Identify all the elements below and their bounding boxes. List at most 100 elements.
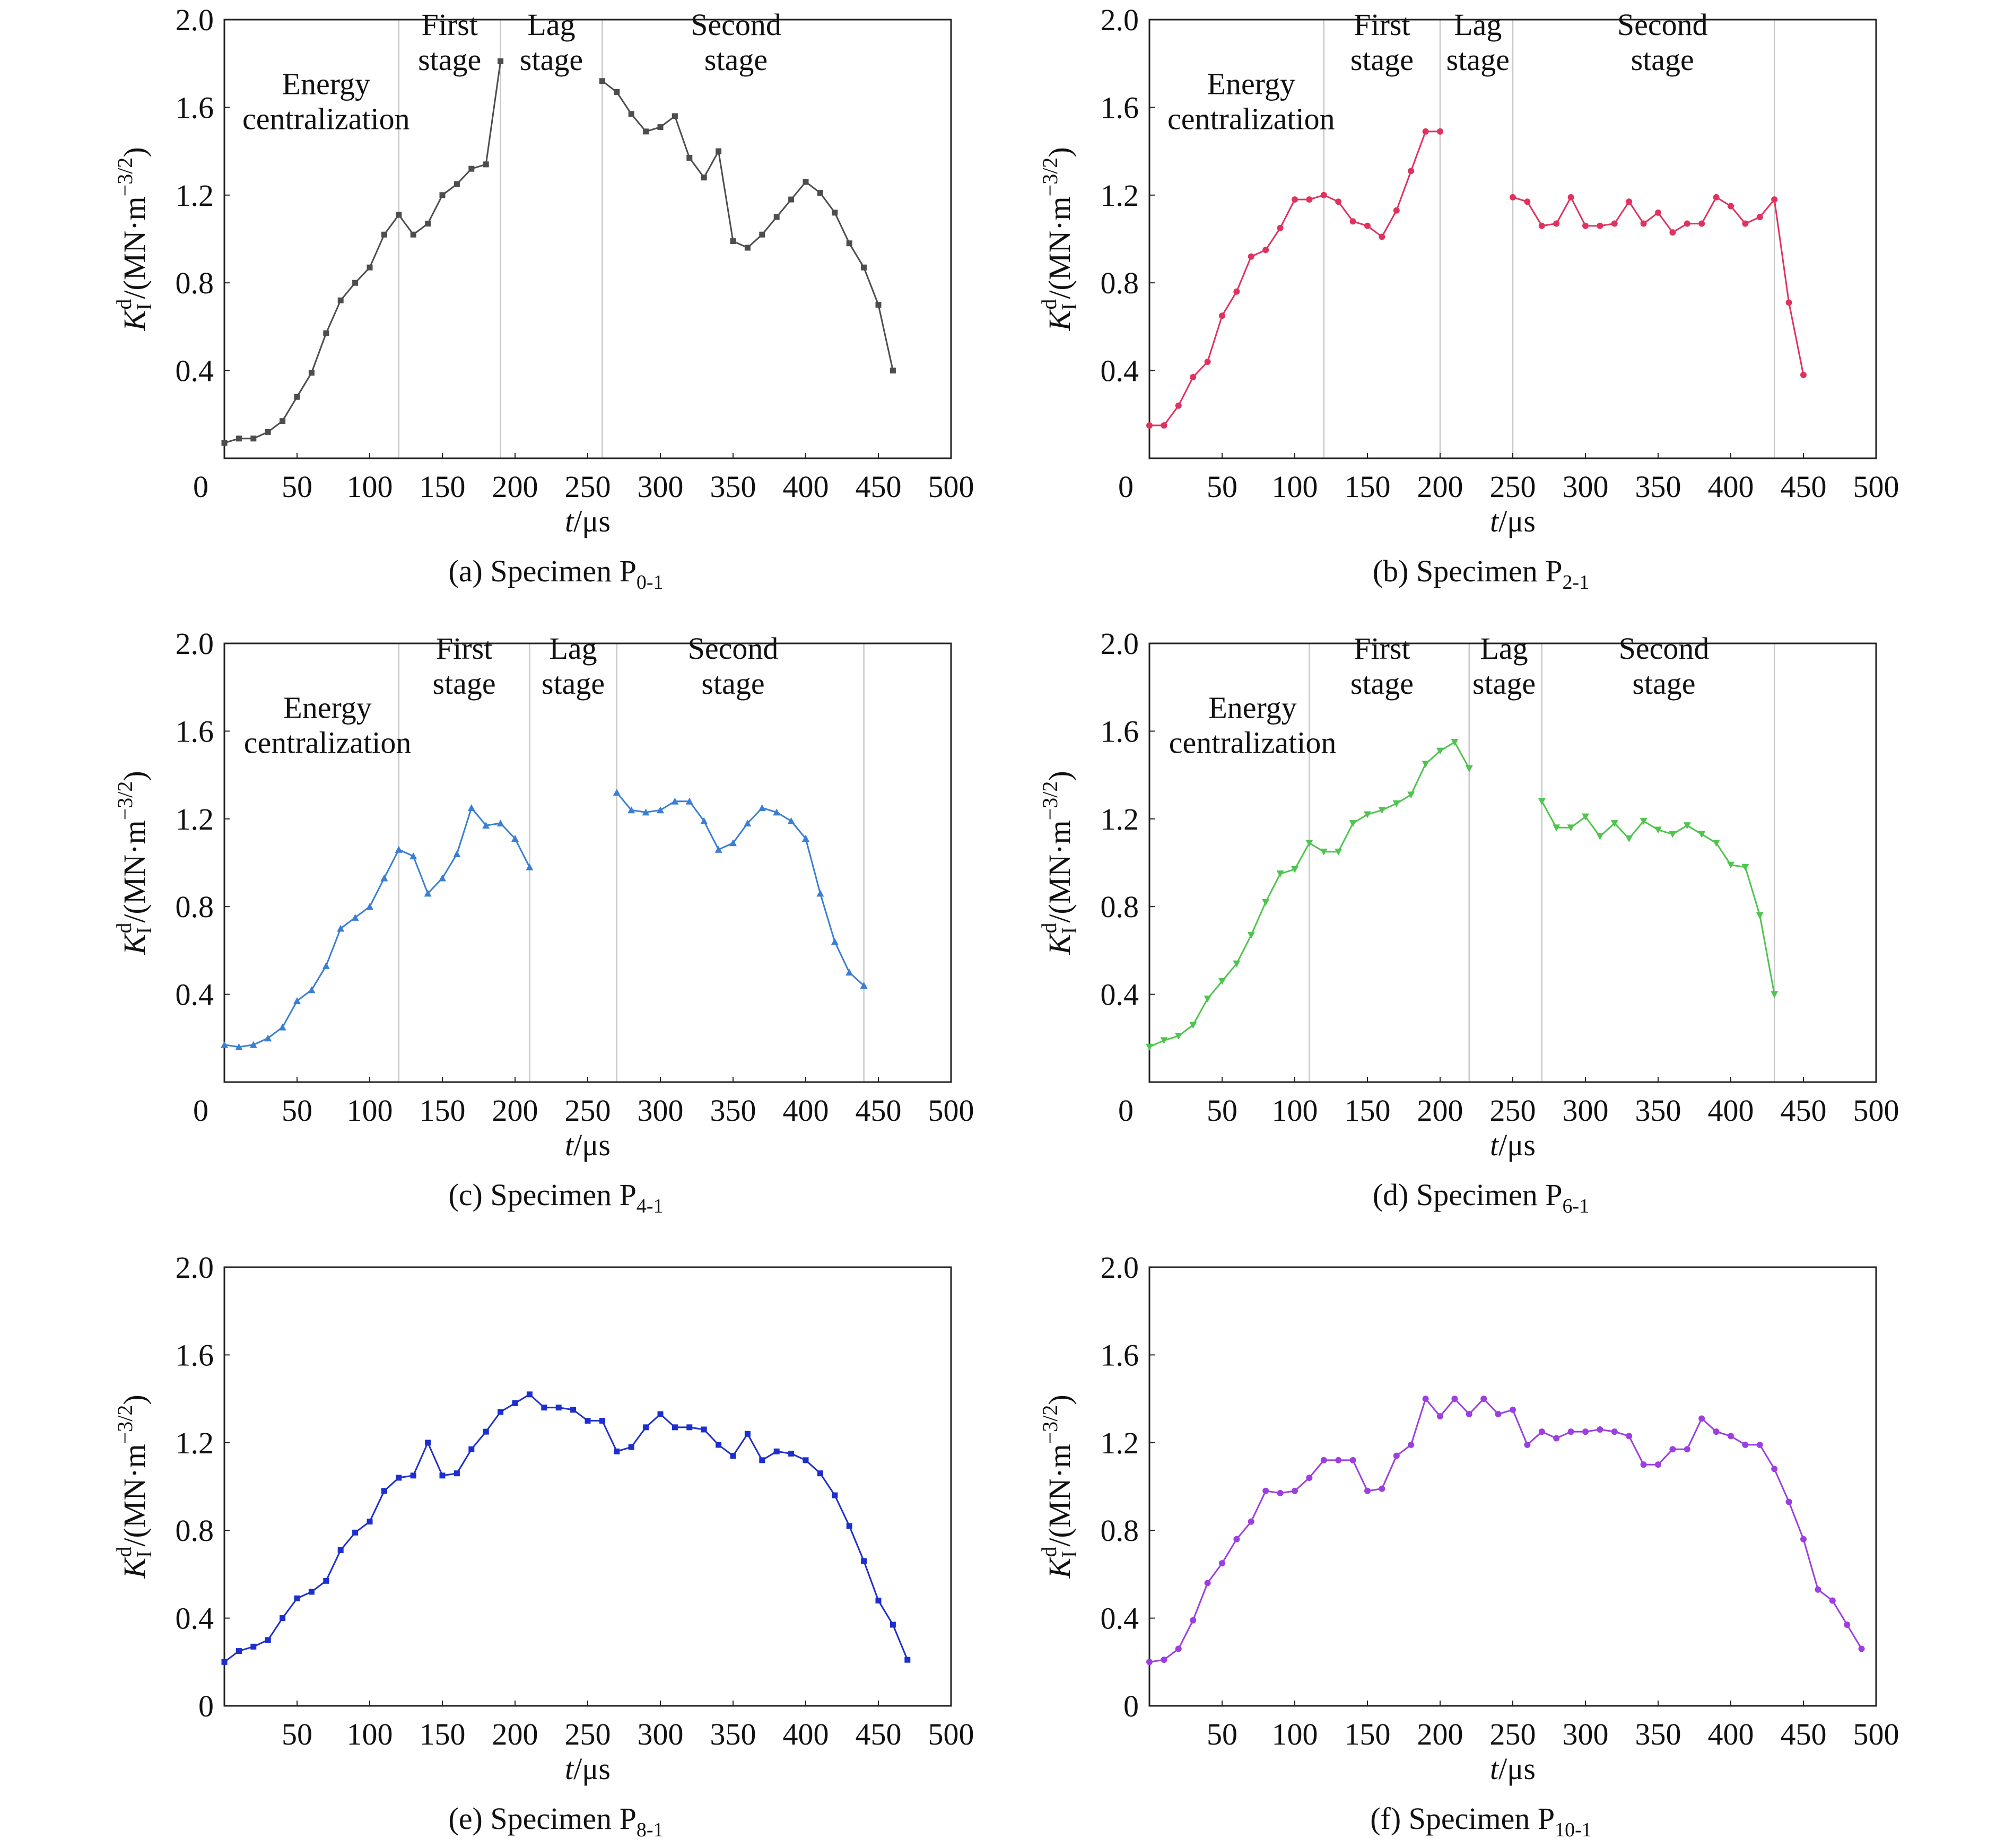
x-tick-label: 350: [710, 1093, 756, 1128]
data-point: [467, 804, 475, 812]
x-axis-title: t/μs: [1490, 1751, 1536, 1786]
data-point: [642, 808, 650, 816]
data-point: [1349, 1457, 1356, 1463]
data-point: [221, 440, 228, 446]
y-axis-title-unit: /(MN·m: [1042, 820, 1077, 922]
data-point: [308, 986, 316, 993]
data-point: [410, 1472, 416, 1479]
stage-label-line: centralization: [242, 102, 410, 136]
data-point: [410, 231, 416, 238]
data-point: [1204, 995, 1211, 1003]
stage-label-line: stage: [418, 42, 481, 77]
data-point: [1233, 1536, 1240, 1542]
y-axis-title-exp: −3/2: [113, 158, 137, 197]
data-point: [599, 78, 605, 84]
y-axis-title-var: K: [117, 1556, 152, 1579]
data-point: [1262, 1487, 1269, 1494]
x-tick-label: 50: [282, 1093, 312, 1128]
x-axis-title-unit: /μs: [573, 1751, 611, 1786]
data-point: [1364, 1487, 1371, 1494]
data-point: [1306, 1474, 1313, 1481]
y-axis-title-close: ): [1042, 1394, 1077, 1405]
data-point: [294, 394, 300, 400]
x-tick-label: 500: [928, 469, 974, 504]
data-point: [265, 429, 271, 435]
x-tick-label: 200: [1417, 469, 1463, 504]
data-point: [221, 1041, 228, 1048]
y-axis-title-sub: I: [132, 1551, 156, 1558]
data-point: [1728, 1433, 1734, 1440]
data-point: [454, 181, 460, 187]
chart-caption: (f) Specimen P10-1: [1370, 1801, 1592, 1841]
data-point: [875, 302, 882, 308]
data-point: [744, 1431, 751, 1437]
data-point: [846, 240, 852, 247]
x-tick-label: 300: [638, 1093, 684, 1128]
data-point: [1407, 791, 1415, 799]
data-point: [1713, 194, 1720, 201]
data-point: [904, 1657, 911, 1663]
chart-caption: (a) Specimen P0-1: [449, 554, 664, 594]
data-point: [758, 804, 766, 812]
data-point: [672, 113, 678, 119]
y-axis-title-close: ): [117, 147, 152, 157]
y-tick-label: 1.2: [1101, 802, 1139, 836]
x-tick-label: 300: [1563, 469, 1609, 504]
y-axis-title: KId/(MN·m−3/2): [1037, 771, 1081, 955]
y-tick-label: 1.2: [1101, 1426, 1139, 1460]
x-tick-label: 50: [282, 469, 312, 504]
data-point: [1771, 196, 1778, 203]
x-tick-label: 500: [928, 1093, 974, 1128]
data-point: [351, 913, 359, 921]
data-point: [861, 1558, 867, 1564]
chart-caption-text: (e) Specimen P: [449, 1801, 637, 1836]
stage-label-line: Lag: [1480, 631, 1528, 666]
chart-caption-sub: 6-1: [1562, 1195, 1589, 1217]
stage-label-line: Energy: [1207, 67, 1295, 101]
chart-panel-4: 0 50 100 150 200 250 300 350 400 450 500 0.4 0.8 1.2 1…: [1037, 626, 1899, 1217]
data-point: [730, 1453, 736, 1459]
data-point: [1655, 209, 1661, 216]
data-point: [1422, 128, 1429, 135]
data-point: [890, 368, 896, 374]
data-point: [1785, 299, 1792, 306]
x-axis-title-var: t: [565, 1128, 574, 1162]
stage-label-line: stage: [1350, 42, 1414, 77]
stage-label-1: Energy centralization: [1167, 67, 1335, 136]
data-point: [511, 835, 519, 842]
y-axis-title-sub: I: [1057, 1551, 1081, 1558]
data-point: [701, 1426, 707, 1433]
x-tick-label: 0: [193, 469, 208, 504]
x-tick-label: 300: [638, 1717, 684, 1751]
x-axis-title-var: t: [1490, 1751, 1500, 1786]
series-line-segment-1: [224, 806, 530, 1048]
data-point: [396, 1475, 402, 1481]
data-point: [1524, 198, 1531, 205]
data-point: [337, 1547, 344, 1553]
y-tick-label: 1.6: [176, 1338, 214, 1372]
y-tick-label: 1.2: [176, 1426, 214, 1460]
data-point: [483, 161, 489, 168]
x-tick-label: 500: [1853, 1093, 1899, 1128]
data-point: [773, 808, 781, 816]
stage-label-1: Energy centralization: [1169, 691, 1337, 760]
y-axis-title-sub: I: [132, 303, 156, 310]
data-point: [1408, 1441, 1415, 1448]
x-tick-label: 100: [1272, 469, 1318, 504]
chart-panel-6: 50 100 150 200 250 300 350 400 450 500 0 0.4 0.8 1.2 1…: [1037, 1250, 1899, 1841]
data-point: [1626, 1433, 1633, 1440]
data-point: [773, 1448, 780, 1454]
plot-frame: [223, 1266, 952, 1707]
data-point: [1335, 198, 1342, 205]
y-tick-label: 2.0: [1101, 1250, 1139, 1285]
y-tick-label: 2.0: [1101, 626, 1139, 661]
data-point: [1567, 194, 1574, 201]
data-point: [1727, 861, 1734, 869]
data-point: [1320, 1457, 1327, 1463]
data-point: [1684, 1446, 1690, 1453]
data-point: [1146, 1659, 1153, 1666]
data-point: [323, 1577, 329, 1584]
data-point: [424, 890, 432, 897]
x-axis-title-unit: /μs: [573, 1128, 611, 1162]
data-point: [249, 1041, 257, 1048]
